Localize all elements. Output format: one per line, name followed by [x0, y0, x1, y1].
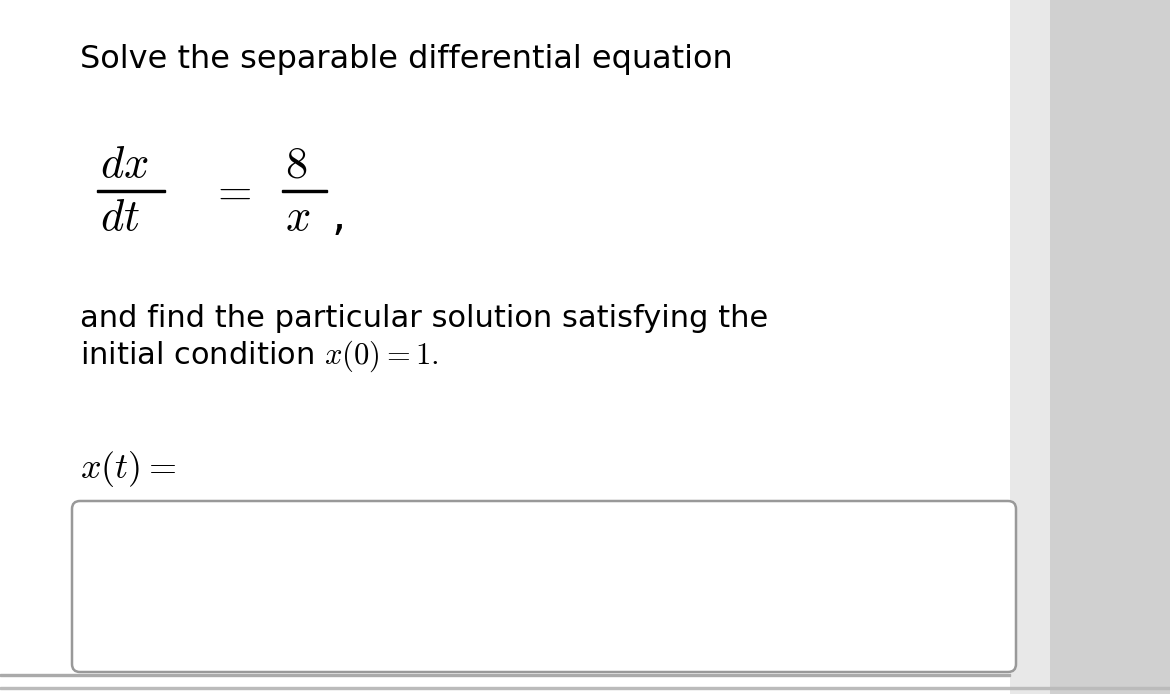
Text: $=$: $=$ [209, 169, 252, 212]
Text: Solve the separable differential equation: Solve the separable differential equatio… [80, 44, 732, 75]
Bar [0, 687, 1170, 689]
Text: $dt$: $dt$ [99, 196, 139, 239]
FancyBboxPatch shape [73, 501, 1016, 672]
Bar [0, 0, 1010, 694]
Text: $x$: $x$ [285, 196, 310, 239]
Bar [1010, 0, 1170, 694]
Bar [80, 504, 1009, 506]
Text: $8$: $8$ [285, 143, 308, 186]
Text: $dx$: $dx$ [99, 143, 149, 186]
Text: $x(t) =$: $x(t) =$ [80, 449, 176, 489]
Bar [97, 189, 165, 192]
Text: and find the particular solution satisfying the: and find the particular solution satisfy… [80, 304, 769, 333]
Bar [282, 189, 326, 192]
Text: initial condition $x(0) = 1.$: initial condition $x(0) = 1.$ [80, 339, 439, 375]
Text: ,: , [332, 196, 346, 239]
Bar [1010, 0, 1049, 694]
Bar [0, 674, 1010, 676]
